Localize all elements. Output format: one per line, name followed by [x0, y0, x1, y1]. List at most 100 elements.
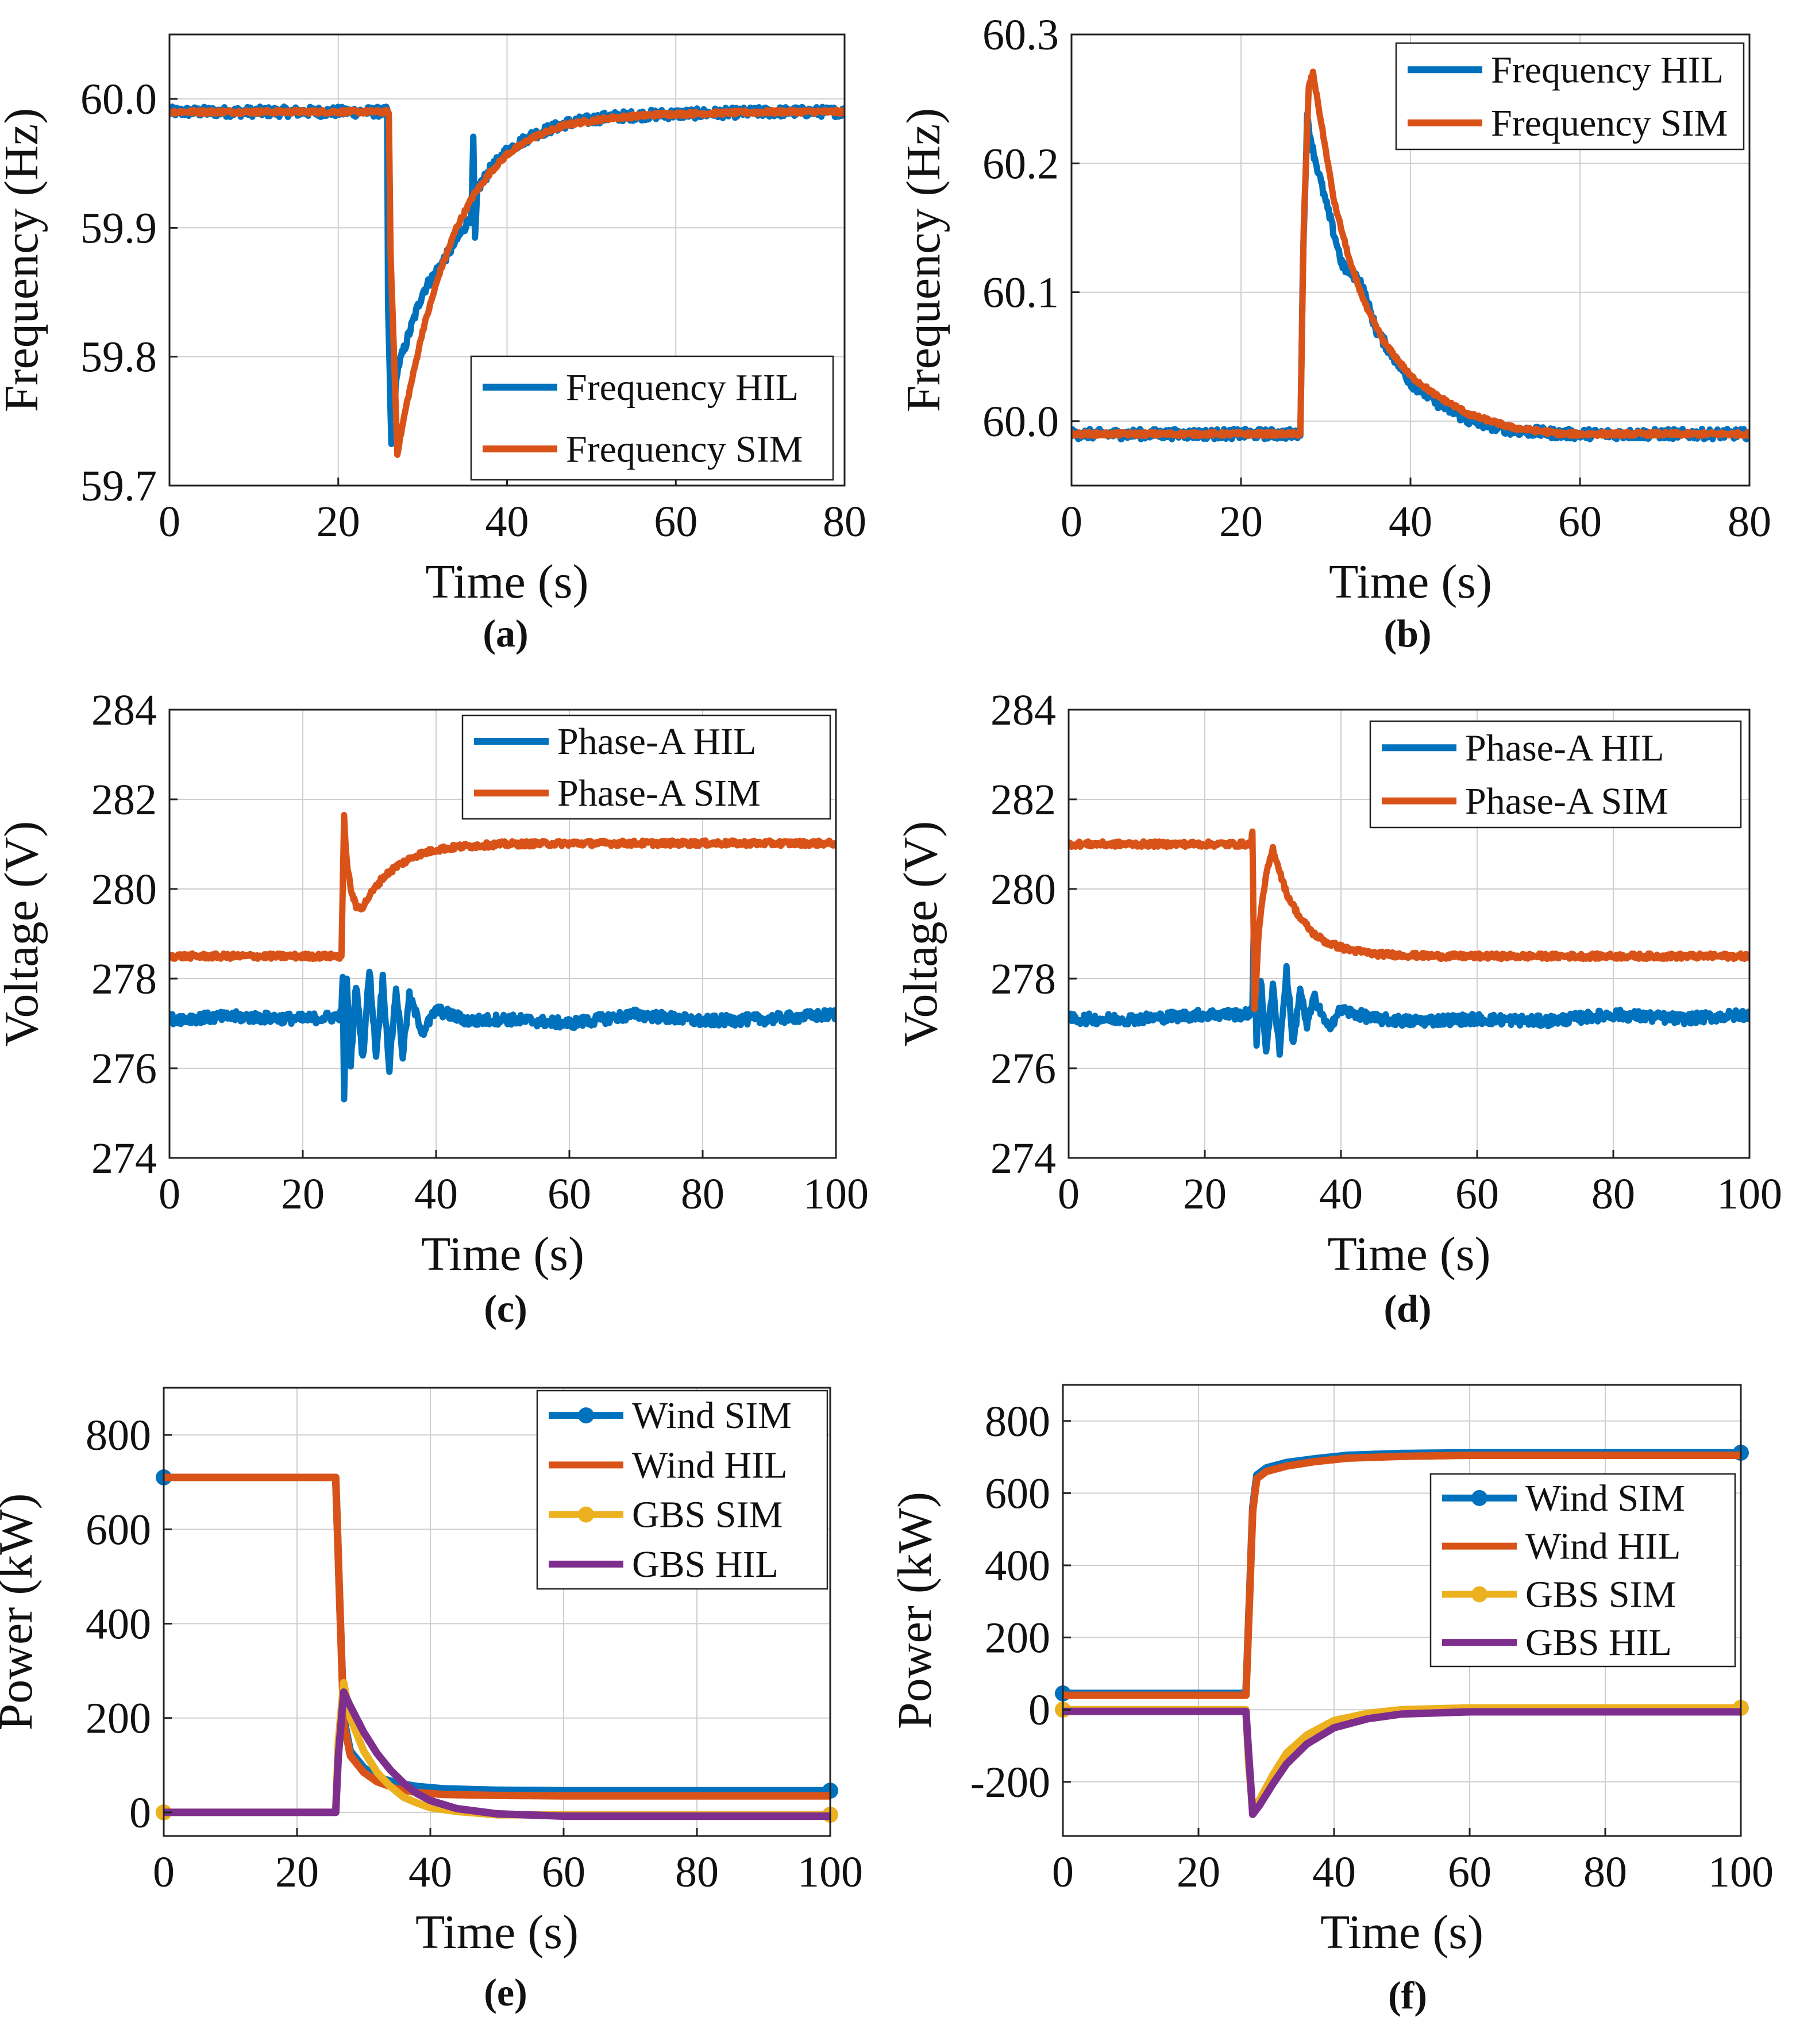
x-tick-label: 80: [681, 1170, 724, 1218]
legend-entry: GBS HIL: [1525, 1622, 1672, 1664]
x-tick-label: 40: [485, 498, 529, 546]
legend: Phase-A HIL Phase-A SIM: [461, 714, 831, 820]
chart-panel-a: 0 20 40 60 80 59.7 59.8 59.9 60.0 Time (s) Frequen…: [0, 33, 866, 655]
series-line-gbs-hil: [1063, 1707, 1741, 1818]
y-tick-label: 0: [1028, 1686, 1050, 1734]
y-tick-label: 274: [991, 1134, 1056, 1183]
y-tick-label: 278: [91, 955, 157, 1003]
y-tick-label: 276: [91, 1045, 157, 1093]
y-tick-label: 0: [129, 1789, 151, 1837]
x-tick-label: 40: [1389, 498, 1432, 546]
legend-entry: Phase-A HIL: [1465, 727, 1664, 769]
y-tick-label: 280: [991, 865, 1056, 914]
y-tick-label: 60.0: [80, 75, 157, 124]
y-tick-label: 59.7: [80, 462, 157, 510]
y-tick-label: 800: [985, 1398, 1050, 1446]
x-tick-label: 60: [1455, 1170, 1499, 1218]
legend-box: [1395, 42, 1745, 151]
legend-box: [461, 714, 831, 820]
legend-entry: Wind HIL: [632, 1444, 787, 1486]
x-tick-label: 0: [159, 1170, 180, 1218]
x-tick-label: 0: [153, 1848, 175, 1896]
legend-marker: [578, 1506, 594, 1523]
x-tick-label: 100: [1708, 1848, 1774, 1896]
x-tick-label: 0: [159, 498, 180, 546]
legend-marker: [578, 1407, 594, 1424]
x-tick-label: 100: [803, 1170, 869, 1218]
legend-entry: Wind SIM: [1525, 1477, 1685, 1519]
y-axis-label: Power (kW): [888, 1492, 942, 1729]
x-tick-label: 40: [1312, 1848, 1356, 1896]
x-tick-label: 60: [548, 1170, 591, 1218]
y-tick-label: 282: [991, 776, 1056, 824]
legend-entry: Wind HIL: [1525, 1526, 1681, 1568]
legend: Phase-A HIL Phase-A SIM: [1369, 720, 1742, 829]
series-line-frequency-sim: [169, 106, 845, 458]
y-tick-label: 400: [985, 1542, 1050, 1590]
x-tick-label: 40: [408, 1848, 452, 1896]
y-tick-label: 800: [86, 1411, 151, 1460]
x-tick-label: 0: [1052, 1848, 1074, 1896]
x-tick-label: 60: [1448, 1848, 1491, 1896]
x-tick-label: 0: [1061, 498, 1082, 546]
x-axis-label: Time (s): [1328, 1227, 1491, 1281]
legend-entry: Frequency HIL: [566, 367, 799, 409]
y-tick-label: 60.1: [982, 269, 1059, 317]
panel-caption: (c): [484, 1287, 527, 1330]
legend-marker: [1471, 1586, 1487, 1603]
chart-panel-b: 0 20 40 60 80 60.0 60.1 60.2 60.3 Time (s) Frequen…: [897, 11, 1771, 655]
x-tick-label: 20: [1183, 1170, 1227, 1218]
legend: Wind SIM Wind HIL GBS SIM GBS HIL: [536, 1389, 828, 1590]
legend-entry: Wind SIM: [632, 1395, 792, 1437]
y-tick-label: 200: [985, 1614, 1050, 1662]
panel-caption: (a): [483, 611, 528, 655]
legend-entry: GBS HIL: [632, 1543, 778, 1585]
y-tick-label: 400: [86, 1600, 151, 1649]
panel-caption: (e): [484, 1970, 527, 2014]
x-tick-label: 80: [1728, 498, 1771, 546]
x-tick-label: 80: [1583, 1848, 1627, 1896]
x-tick-label: 0: [1058, 1170, 1080, 1218]
y-axis-label: Voltage (V): [894, 821, 947, 1047]
legend-entry: Phase-A SIM: [1465, 780, 1668, 822]
x-tick-label: 60: [1558, 498, 1602, 546]
x-tick-label: 40: [1319, 1170, 1363, 1218]
series-line-wind-hil: [1063, 1452, 1741, 1699]
x-tick-label: 100: [1717, 1170, 1782, 1218]
legend-box: [536, 1389, 828, 1590]
x-axis-label: Time (s): [426, 555, 589, 609]
y-tick-label: 274: [91, 1134, 157, 1183]
series-line-phase-a-sim: [1069, 828, 1749, 1013]
y-tick-label: 60.0: [982, 398, 1059, 446]
x-tick-label: 20: [1219, 498, 1263, 546]
legend: Frequency HIL Frequency SIM: [1395, 42, 1745, 151]
y-axis-label: Frequency (Hz): [0, 108, 48, 412]
series-line-phase-a-hil: [169, 968, 836, 1103]
series-line-phase-a-sim: [169, 811, 836, 963]
y-tick-label: 200: [86, 1695, 151, 1743]
panel-caption: (b): [1383, 611, 1431, 655]
axes-box: [1067, 709, 1751, 1159]
legend-box: [1429, 1473, 1736, 1668]
series-line-frequency-sim: [1072, 68, 1749, 440]
chart-panel-e: 0 20 40 60 80 100 0 200 400 600 800 Time (s) Power (…: [0, 1387, 863, 2014]
series-line-phase-a-hil: [1069, 923, 1749, 1058]
y-tick-label: 60.3: [982, 11, 1059, 59]
y-tick-label: 280: [91, 865, 157, 914]
legend-box: [470, 355, 834, 481]
series-line-gbs-hil: [164, 1688, 830, 1820]
y-tick-label: 600: [86, 1506, 151, 1554]
legend-entry: Frequency HIL: [1491, 49, 1724, 91]
y-tick-label: 276: [991, 1045, 1056, 1093]
y-tick-label: 278: [991, 955, 1056, 1003]
y-axis-label: Power (kW): [0, 1493, 43, 1731]
x-axis-label: Time (s): [1329, 555, 1492, 609]
y-axis-label: Voltage (V): [0, 821, 48, 1047]
y-tick-label: 284: [91, 686, 157, 734]
y-tick-label: 59.8: [80, 333, 157, 382]
x-tick-label: 20: [1177, 1848, 1220, 1896]
chart-panel-c: 0 20 40 60 80 100 274 276 278 280 282 284 Time (s) Vo…: [0, 686, 869, 1330]
y-tick-label: 60.2: [982, 140, 1059, 188]
legend-box: [1369, 720, 1742, 829]
